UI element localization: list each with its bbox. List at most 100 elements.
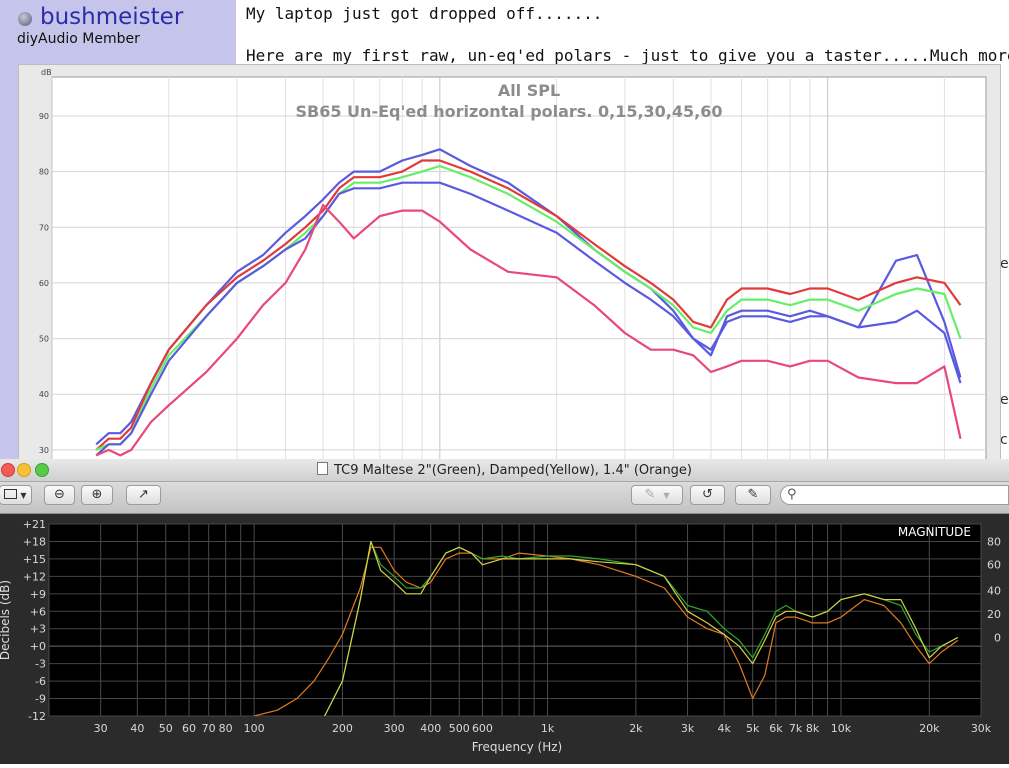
magnitude-y-tick-label: -3 — [35, 658, 46, 671]
sidebar-icon — [4, 489, 18, 499]
post-text-line-2: Here are my first raw, un-eq'ed polars -… — [246, 46, 1009, 65]
magnitude-y-tick-label: +18 — [23, 535, 46, 548]
username-link[interactable]: bushmeister — [40, 4, 184, 30]
spl-y-tick-label: 80 — [39, 168, 49, 177]
magnitude-x-tick-label: 30k — [971, 722, 992, 735]
zoom-in-icon: ⊕ — [91, 487, 103, 502]
minimize-button[interactable] — [17, 463, 31, 477]
chevron-down-icon: ▼ — [663, 491, 670, 500]
spl-grid — [51, 77, 986, 459]
member-title: diyAudio Member — [17, 31, 140, 47]
markup-icon: ✎ — [747, 487, 759, 502]
magnitude-x-tick-label: 20k — [919, 722, 940, 735]
zoom-button[interactable] — [35, 463, 49, 477]
magnitude-y-tick-label: +9 — [30, 588, 46, 601]
close-button[interactable] — [1, 463, 15, 477]
magnitude-x-tick-label: 2k — [629, 722, 643, 735]
measurement-window: TC9 Maltese 2"(Green), Damped(Yellow), 1… — [0, 459, 1009, 764]
sidebar-toggle-button[interactable]: ▼ — [0, 485, 32, 505]
magnitude-x-tick-label: 100 — [244, 722, 265, 735]
spl-title: All SPL — [498, 81, 560, 100]
magnitude-right-tick-label: 0 — [994, 631, 1001, 644]
magnitude-right-tick-label: 80 — [987, 535, 1001, 548]
spl-y-unit: dB — [41, 68, 52, 77]
magnitude-x-tick-label: 50 — [159, 722, 173, 735]
spl-y-tick-label: 50 — [39, 335, 49, 344]
magnitude-y-tick-label: -12 — [28, 710, 46, 723]
magnitude-y-ticks: +21 +18 +15 +12 +9 +6 +3 +0 -3 -6 -9 -12 — [23, 518, 46, 723]
magnitude-y-tick-label: +0 — [30, 640, 46, 653]
title-bar[interactable]: TC9 Maltese 2"(Green), Damped(Yellow), 1… — [0, 459, 1009, 482]
online-status-icon — [18, 12, 32, 26]
spl-y-tick-label: 30 — [39, 446, 49, 455]
markup-button[interactable]: ✎ — [735, 485, 771, 505]
magnitude-x-tick-label: 30 — [94, 722, 108, 735]
spl-y-tick-label: 70 — [39, 223, 49, 232]
magnitude-x-tick-label: 5k — [746, 722, 760, 735]
magnitude-y-tick-label: +15 — [23, 553, 46, 566]
magnitude-y-tick-label: +21 — [23, 518, 46, 531]
chevron-down-icon: ▼ — [20, 491, 27, 500]
magnitude-y-ticks-right: 80 60 40 20 0 — [987, 535, 1001, 644]
magnitude-x-tick-label: 70 — [202, 722, 216, 735]
magnitude-x-tick-label: 4k — [718, 722, 732, 735]
magnitude-right-tick-label: 40 — [987, 584, 1001, 597]
magnitude-right-tick-label: 60 — [987, 559, 1001, 572]
share-icon: ↗ — [138, 487, 149, 502]
window-title: TC9 Maltese 2"(Green), Damped(Yellow), 1… — [0, 462, 1009, 478]
spl-series-line — [95, 159, 962, 451]
magnitude-x-tick-label: 300 — [384, 722, 405, 735]
magnitude-x-tick-label: 6k — [769, 722, 783, 735]
spl-y-ticks: 30 40 50 60 70 80 90 — [39, 112, 49, 455]
search-input[interactable] — [803, 487, 1007, 504]
post-text-line-1: My laptop just got dropped off....... — [246, 4, 603, 23]
spl-series-line — [95, 203, 962, 457]
magnitude-x-tick-label: 200 — [332, 722, 353, 735]
magnitude-x-tick-label: 600 — [472, 722, 493, 735]
magnitude-series-line — [253, 546, 959, 716]
highlight-button[interactable]: ✎ ▼ — [631, 485, 683, 505]
magnitude-x-ticks: 30 40 50 60 70 80 100 200 300 400 500 600 1k 2k 3k 4k 5k… — [94, 722, 992, 735]
magnitude-x-tick-label: 3k — [681, 722, 695, 735]
magnitude-x-tick-label: 40 — [130, 722, 144, 735]
spl-chart: 30 40 50 60 70 80 90 dB All SPL SB65 Un-Eq'ed … — [39, 68, 987, 459]
zoom-out-button[interactable]: ⊖ — [44, 485, 75, 505]
rotate-icon: ↺ — [702, 487, 713, 502]
document-icon — [316, 462, 328, 475]
magnitude-y-tick-label: +3 — [30, 623, 46, 636]
magnitude-x-tick-label: 10k — [831, 722, 852, 735]
magnitude-x-tick-label: 80 — [219, 722, 233, 735]
magnitude-x-tick-label: 500 — [449, 722, 470, 735]
spl-series-line — [95, 181, 962, 457]
post-edge-text: c — [1000, 432, 1008, 448]
forum-page: bushmeister diyAudio Member My laptop ju… — [0, 0, 1009, 460]
magnitude-x-tick-label: 7k — [789, 722, 803, 735]
window-title-text: TC9 Maltese 2"(Green), Damped(Yellow), 1… — [333, 463, 692, 478]
magnitude-y-tick-label: -6 — [35, 675, 46, 688]
y-axis-label: Decibels (dB) — [0, 580, 12, 660]
magnitude-plot-area — [49, 524, 981, 716]
magnitude-badge: MAGNITUDE — [898, 525, 971, 539]
magnitude-x-tick-label: 60 — [182, 722, 196, 735]
spl-y-tick-label: 60 — [39, 279, 49, 288]
search-icon: ⚲ — [787, 487, 797, 502]
search-field[interactable]: ⚲ — [780, 485, 1009, 505]
rotate-button[interactable]: ↺ — [690, 485, 725, 505]
magnitude-y-tick-label: +6 — [30, 605, 46, 618]
share-button[interactable]: ↗ — [126, 485, 161, 505]
spl-chart-image: 30 40 50 60 70 80 90 dB All SPL SB65 Un-Eq'ed … — [18, 64, 1001, 460]
magnitude-chart: +21+18+15+12+9+6+3+0-3-6-9-12 806040200 … — [0, 518, 1001, 754]
magnitude-right-tick-label: 20 — [987, 608, 1001, 621]
magnitude-x-tick-label: 400 — [420, 722, 441, 735]
magnitude-y-tick-label: -9 — [35, 693, 46, 706]
x-axis-label: Frequency (Hz) — [472, 740, 563, 754]
spl-series-group — [95, 148, 962, 457]
spl-y-tick-label: 90 — [39, 112, 49, 121]
zoom-in-button[interactable]: ⊕ — [81, 485, 113, 505]
toolbar: ▼ ⊖ ⊕ ↗ ✎ ▼ ↺ ✎ ⚲ — [0, 482, 1009, 514]
magnitude-grid — [48, 523, 982, 717]
spl-subtitle: SB65 Un-Eq'ed horizontal polars. 0,15,30… — [296, 102, 723, 121]
post-edge-text: e — [1000, 256, 1009, 272]
zoom-out-icon: ⊖ — [54, 487, 65, 502]
post-edge-text: e — [1000, 392, 1009, 408]
